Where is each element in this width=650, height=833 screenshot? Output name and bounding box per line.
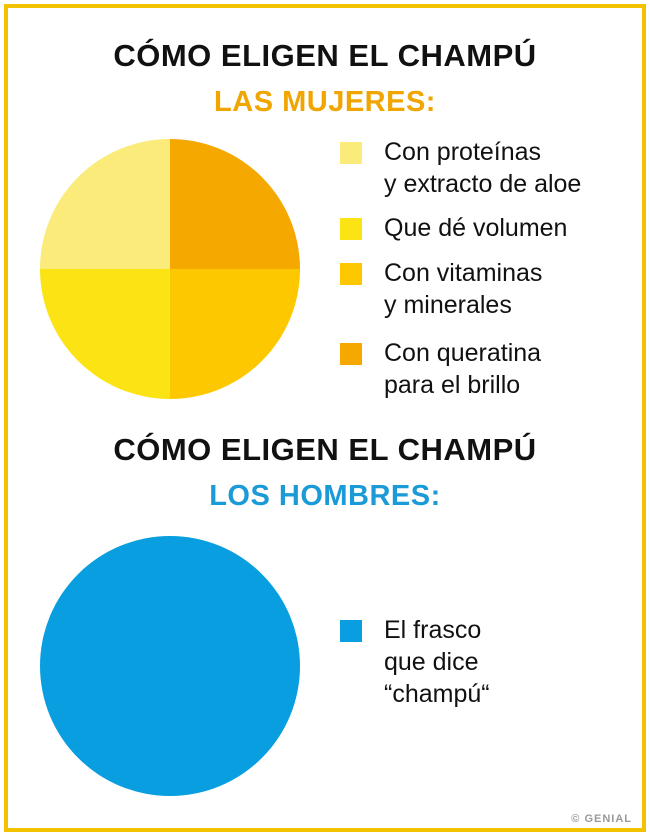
pie-slice-2: [40, 269, 170, 399]
legend-swatch: [340, 142, 362, 164]
legend-swatch: [340, 218, 362, 240]
legend-label: Con vitaminas y minerales: [384, 259, 543, 319]
legend-label: Con proteínas y extracto de aloe: [384, 138, 582, 198]
legend-label: El frasco que dice “champú“: [384, 616, 490, 708]
legend-swatch: [340, 620, 362, 642]
legend-swatch: [340, 263, 362, 285]
pie-slice-4: [170, 139, 300, 269]
credit-watermark: © GENIAL: [571, 813, 632, 825]
chart-2-subtitle: LOS HOMBRES:: [209, 480, 441, 512]
chart-1-subtitle: LAS MUJERES:: [214, 86, 436, 118]
pie-slice-3: [170, 269, 300, 399]
chart-1-title: CÓMO ELIGEN EL CHAMPÚ: [113, 38, 537, 73]
legend-swatch: [340, 343, 362, 365]
women-pie-chart: [40, 139, 300, 399]
pie-slice-1: [40, 536, 300, 796]
pie-slice-1: [40, 139, 170, 269]
legend-label: Con queratina para el brillo: [384, 339, 542, 399]
men-pie-chart: [40, 536, 300, 796]
chart-2-title: CÓMO ELIGEN EL CHAMPÚ: [113, 432, 537, 467]
infographic-frame: [4, 4, 646, 832]
legend-label: Que dé volumen: [384, 214, 568, 242]
